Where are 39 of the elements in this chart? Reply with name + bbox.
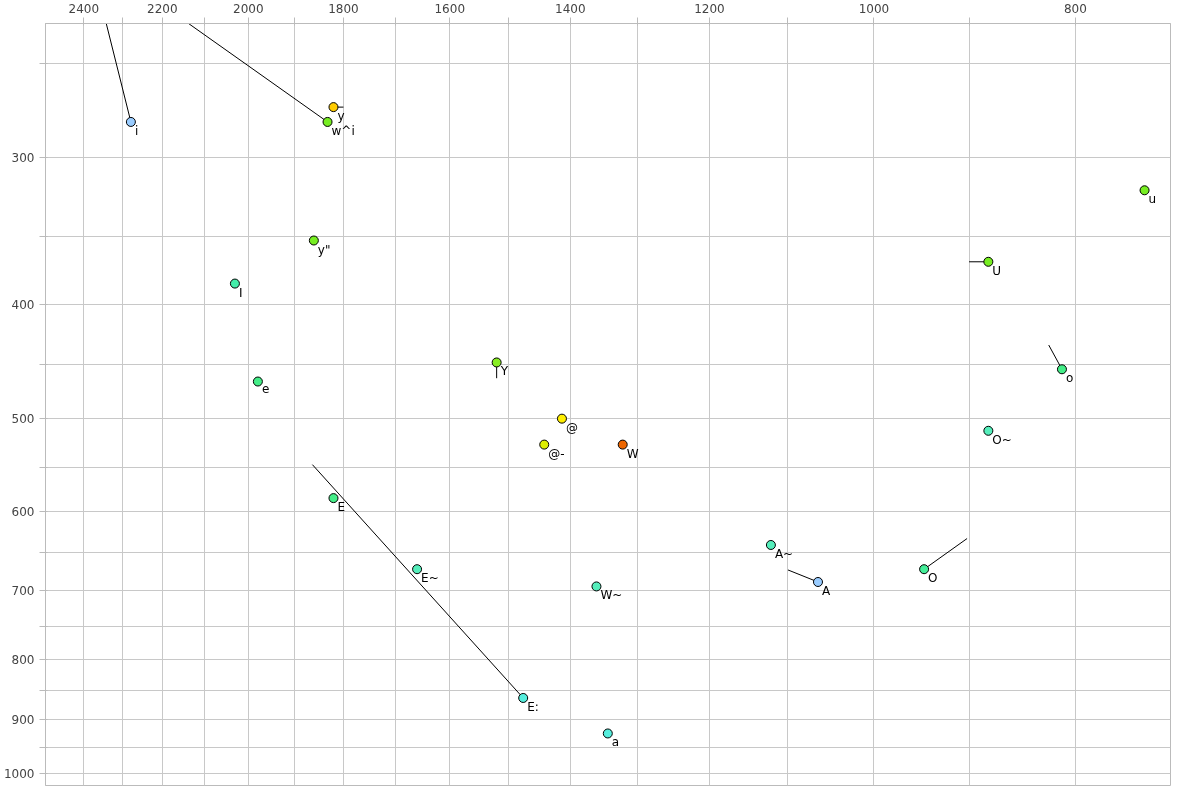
y-tick-label: 500: [11, 412, 35, 427]
series-label: A~: [774, 546, 794, 561]
series-label: W: [626, 446, 639, 461]
series-label: o: [1065, 371, 1074, 386]
x-tick-label: 1000: [858, 1, 890, 16]
y-tick-label: 600: [11, 505, 35, 520]
series-label: W~: [600, 588, 623, 603]
x-tick-label: 2000: [233, 1, 264, 16]
y-tick-label: 300: [11, 150, 35, 165]
series-label: y: [337, 109, 345, 124]
series-label: E: [337, 500, 346, 515]
x-tick-label: 1400: [555, 1, 586, 16]
y-tick-label: 400: [11, 297, 35, 312]
series-label: y": [317, 242, 331, 257]
x-tick-label: 2400: [68, 1, 100, 16]
series-label: @: [565, 420, 578, 435]
series-label: @-: [548, 446, 565, 461]
x-tick-label: 800: [1063, 1, 1087, 16]
x-tick-label: 2200: [147, 1, 178, 16]
series-label: U: [992, 263, 1002, 278]
series-label: E~: [421, 571, 439, 586]
x-tick-label: 1600: [434, 1, 466, 16]
y-tick-label: 800: [11, 652, 35, 667]
series-label: E:: [527, 699, 539, 714]
series-label: e: [261, 381, 270, 396]
series-label: O~: [992, 432, 1012, 447]
series-label: A: [822, 583, 831, 598]
series-label: w^i: [331, 123, 355, 138]
series-label: O: [928, 571, 938, 586]
y-tick-label: 1000: [3, 766, 35, 781]
y-tick-label: 700: [11, 584, 35, 599]
x-tick-label: 1200: [694, 1, 725, 16]
series-label: i: [134, 123, 139, 138]
y-tick-label: 900: [11, 712, 35, 727]
series-label: Y: [499, 364, 509, 379]
series-label: a: [611, 735, 620, 750]
series-label: I: [238, 285, 243, 300]
series-label: u: [1148, 192, 1157, 207]
x-tick-label: 1800: [328, 1, 359, 16]
